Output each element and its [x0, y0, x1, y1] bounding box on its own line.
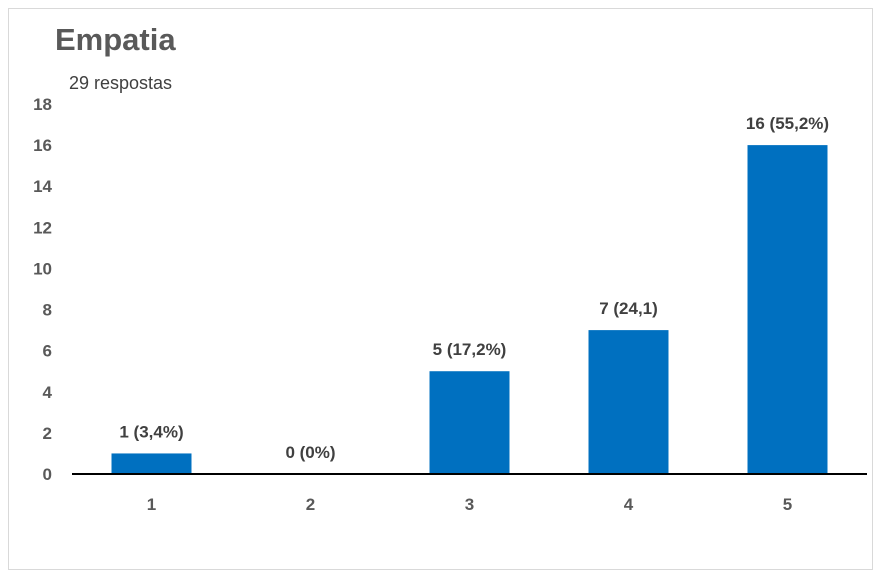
data-labels: 1 (3,4%) 0 (0%) 5 (17,2%) 7 (24,1) 16 (55,2%…: [119, 114, 829, 462]
y-tick-label: 14: [33, 177, 52, 196]
data-label: 1 (3,4%): [119, 422, 183, 441]
y-tick-label: 10: [33, 259, 52, 278]
x-axis-ticks: 1 2 3 4 5: [147, 495, 792, 514]
y-tick-label: 16: [33, 136, 52, 155]
bars: [111, 145, 828, 474]
y-tick-label: 2: [43, 424, 52, 443]
x-tick-label: 4: [624, 495, 634, 514]
chart-frame: [8, 8, 873, 570]
y-tick-label: 12: [33, 218, 52, 237]
x-tick-label: 5: [783, 495, 792, 514]
bar: [588, 330, 669, 474]
bar: [747, 145, 828, 474]
chart-title: Empatia: [55, 22, 176, 57]
y-tick-label: 18: [33, 95, 52, 114]
y-axis-ticks: 0 2 4 6 8 10 12 14 16 18: [33, 95, 52, 484]
bar: [429, 371, 510, 474]
x-tick-label: 1: [147, 495, 156, 514]
y-tick-label: 6: [43, 342, 52, 361]
bar: [111, 453, 192, 474]
data-label: 7 (24,1): [599, 299, 658, 318]
data-label: 5 (17,2%): [433, 340, 507, 359]
data-label: 16 (55,2%): [746, 114, 829, 133]
x-tick-label: 2: [306, 495, 315, 514]
y-tick-label: 0: [43, 465, 52, 484]
y-tick-label: 4: [43, 383, 53, 402]
y-tick-label: 8: [43, 301, 52, 320]
chart-subtitle: 29 respostas: [69, 73, 173, 93]
x-tick-label: 3: [465, 495, 474, 514]
data-label: 0 (0%): [285, 443, 335, 462]
